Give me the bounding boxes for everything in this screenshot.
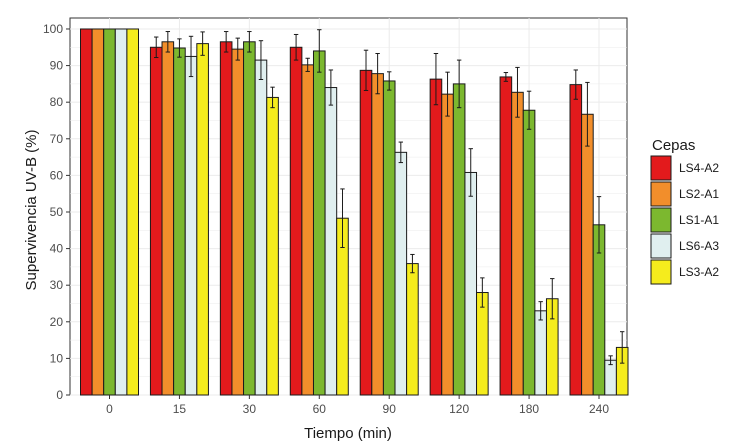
y-tick-label: 100 — [43, 22, 63, 36]
bar — [581, 113, 594, 396]
legend-label: LS6-A3 — [679, 239, 719, 253]
legend: Cepas LS4-A2 LS2-A1 LS1-A1 LS6-A3 LS3-A2 — [650, 137, 719, 285]
x-tick-label: 30 — [243, 402, 257, 416]
y-tick-label: 20 — [50, 315, 64, 329]
bar — [103, 28, 116, 396]
x-tick-label: 180 — [519, 402, 539, 416]
bar — [452, 83, 466, 396]
legend-label: LS1-A1 — [679, 213, 719, 227]
bar — [149, 46, 163, 396]
bar — [441, 93, 454, 396]
y-tick-label: 90 — [50, 59, 64, 73]
y-tick-label: 30 — [50, 278, 64, 292]
bar — [243, 41, 256, 396]
bar — [114, 28, 128, 396]
y-tick-label: 80 — [50, 95, 64, 109]
legend-label: LS4-A2 — [679, 161, 719, 175]
x-tick-label: 90 — [383, 402, 397, 416]
y-tick-label: 10 — [50, 351, 64, 365]
y-tick-label: 70 — [50, 132, 64, 146]
bar — [522, 109, 536, 396]
bar — [406, 263, 419, 396]
y-tick-label: 60 — [50, 168, 64, 182]
bar — [173, 47, 186, 396]
error-bars-layer — [154, 29, 625, 366]
bar — [266, 96, 279, 396]
legend-title: Cepas — [652, 137, 695, 154]
legend-key — [650, 233, 672, 259]
bars-layer — [80, 28, 629, 396]
bar — [301, 64, 314, 396]
legend-key — [650, 155, 672, 181]
y-tick-label: 50 — [50, 205, 64, 219]
bar — [80, 28, 93, 396]
legend-label: LS3-A2 — [679, 265, 719, 279]
y-axis: 0 10 20 30 40 50 60 70 80 90 100 — [43, 22, 70, 402]
x-tick-label: 240 — [589, 402, 609, 416]
bar — [184, 55, 198, 396]
bar — [499, 76, 513, 396]
x-tick-label: 120 — [449, 402, 469, 416]
bar — [254, 59, 268, 396]
y-axis-title: Supervivencia UV-B (%) — [23, 130, 40, 291]
bar — [382, 80, 396, 396]
bar — [196, 43, 209, 396]
bar — [324, 87, 338, 396]
bar — [534, 310, 547, 396]
bar — [126, 28, 140, 396]
legend-key — [650, 259, 672, 285]
bar — [371, 73, 384, 396]
x-tick-label: 60 — [313, 402, 327, 416]
bar — [312, 50, 326, 396]
legend-label: LS2-A1 — [679, 187, 719, 201]
bar — [91, 28, 105, 396]
legend-key — [650, 207, 672, 233]
bar — [511, 91, 524, 396]
bar — [569, 84, 583, 396]
bar — [219, 41, 233, 396]
x-axis-title: Tiempo (min) — [304, 425, 392, 442]
legend-key — [650, 181, 672, 207]
bar — [161, 41, 175, 396]
bar — [359, 69, 373, 396]
bar — [289, 46, 303, 396]
x-axis: 0 15 30 60 90 120 180 240 — [106, 395, 609, 416]
bar — [604, 359, 617, 396]
bar — [429, 78, 443, 396]
y-tick-label: 40 — [50, 242, 64, 256]
x-tick-label: 0 — [106, 402, 113, 416]
bar — [394, 151, 408, 396]
bar — [464, 171, 478, 396]
bar — [476, 292, 489, 396]
y-tick-label: 0 — [56, 388, 63, 402]
bar — [231, 48, 245, 396]
x-tick-label: 15 — [173, 402, 187, 416]
